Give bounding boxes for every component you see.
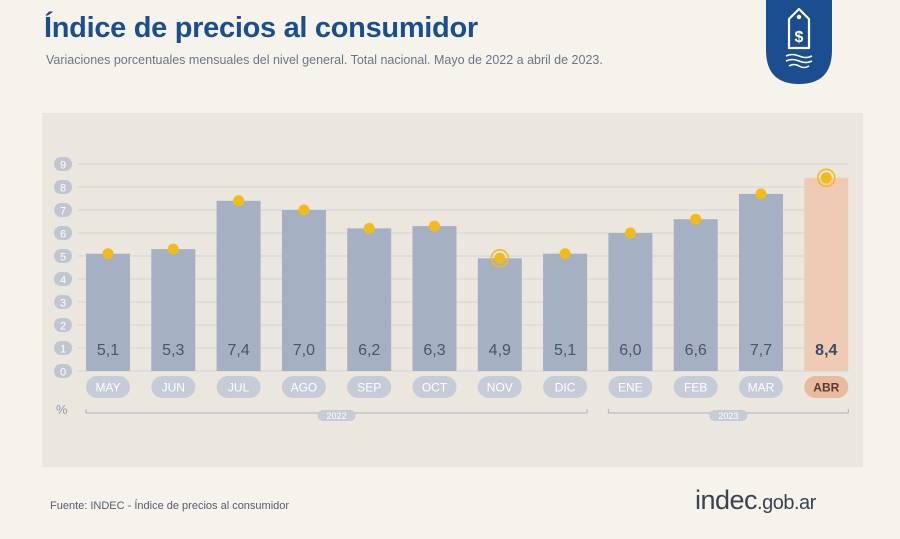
bar — [673, 219, 718, 371]
y-tick-pill — [54, 157, 72, 171]
month-label: ENE — [618, 381, 643, 395]
month-label: DIC — [555, 381, 576, 395]
bar-chart: 0 1 2 3 4 5 6 7 8 9 5,1 MAY 5,3 JUN 7,4 JUL 7,0 AGO 6,2 SEP… — [54, 157, 849, 421]
bar — [739, 193, 783, 371]
y-tick-label: 9 — [60, 160, 66, 172]
month-label: OCT — [422, 381, 448, 395]
data-point — [429, 220, 440, 232]
month-pill — [347, 376, 392, 398]
chart-panel: 0 1 2 3 4 5 6 7 8 9 5,1 MAY 5,3 JUN 7,4 JUL 7,0 AGO 6,2 SEP… — [42, 113, 863, 467]
y-tick-label: 0 — [60, 367, 66, 379]
svg-text:$: $ — [795, 29, 804, 46]
value-label: 5,1 — [554, 342, 576, 359]
y-tick-pill — [54, 226, 72, 240]
bar — [86, 253, 130, 371]
year-pill — [709, 410, 748, 421]
value-label: 6,0 — [619, 342, 641, 359]
data-point-ring — [816, 168, 836, 188]
data-point — [233, 195, 245, 207]
y-tick-label: 3 — [60, 298, 66, 310]
data-point — [755, 188, 767, 200]
y-tick-pill — [54, 341, 72, 355]
bar — [412, 226, 457, 371]
data-point — [167, 243, 179, 255]
month-pill — [477, 376, 522, 398]
bar — [477, 258, 522, 371]
bar — [543, 253, 588, 371]
value-label: 7,0 — [293, 342, 315, 359]
data-point-ring — [490, 249, 510, 268]
y-tick-label: 7 — [60, 206, 66, 218]
bar — [281, 210, 326, 371]
y-tick-pill — [54, 180, 72, 194]
month-label: JUN — [162, 381, 185, 395]
data-point — [559, 248, 571, 260]
price-tag-icon: $ — [766, 0, 832, 84]
y-tick-label: 4 — [60, 275, 66, 287]
year-pill — [317, 410, 356, 421]
value-label: 7,7 — [750, 342, 772, 359]
bar — [347, 228, 392, 371]
month-label: AGO — [291, 381, 318, 395]
y-tick-pill — [54, 272, 72, 286]
data-point — [820, 172, 832, 184]
data-point — [494, 252, 506, 264]
y-tick-pill — [54, 318, 72, 332]
month-label: JUL — [228, 381, 250, 395]
y-tick-pill — [54, 364, 72, 378]
bar — [151, 249, 196, 371]
y-tick-pill — [54, 249, 72, 263]
bar — [216, 200, 261, 371]
month-pill — [804, 376, 849, 398]
y-tick-label: 2 — [60, 321, 66, 333]
month-pill — [543, 376, 588, 398]
page-title: Índice de precios al consumidor — [44, 12, 478, 44]
y-tick-label: 5 — [60, 252, 66, 264]
bar — [608, 233, 653, 371]
year-label: 2022 — [327, 411, 347, 421]
month-label: ABR — [813, 381, 839, 395]
value-label: 5,3 — [162, 342, 184, 359]
page-subtitle: Variaciones porcentuales mensuales del n… — [46, 53, 603, 67]
data-point — [690, 213, 702, 225]
month-pill — [739, 376, 783, 398]
data-point — [363, 222, 375, 234]
y-tick-pill — [54, 203, 72, 217]
month-pill — [673, 376, 718, 398]
month-pill — [608, 376, 653, 398]
data-point — [298, 204, 310, 216]
indec-logo[interactable]: indec.gob.ar — [695, 485, 816, 516]
month-pill — [86, 376, 130, 398]
month-label: SEP — [357, 381, 381, 395]
month-pill — [412, 376, 457, 398]
unit-label: % — [56, 402, 68, 417]
logo-main: indec — [695, 485, 758, 515]
value-label: 8,4 — [815, 342, 837, 359]
data-point — [102, 248, 114, 260]
month-pill — [281, 376, 326, 398]
value-label: 4,9 — [489, 342, 511, 359]
y-tick-label: 1 — [60, 344, 66, 356]
value-label: 6,3 — [423, 342, 445, 359]
source-note: Fuente: INDEC - Índice de precios al con… — [50, 500, 290, 512]
month-label: MAR — [748, 381, 775, 395]
month-pill — [216, 376, 261, 398]
month-pill — [151, 376, 196, 398]
value-label: 5,1 — [97, 342, 119, 359]
value-label: 6,2 — [358, 342, 380, 359]
month-label: FEB — [684, 381, 707, 395]
data-point — [624, 227, 636, 239]
y-tick-pill — [54, 295, 72, 309]
month-label: MAY — [95, 381, 120, 395]
y-tick-label: 8 — [60, 183, 66, 195]
value-label: 6,6 — [685, 342, 707, 359]
value-label: 7,4 — [227, 342, 249, 359]
y-tick-label: 6 — [60, 229, 66, 241]
logo-domain: .gob.ar — [757, 492, 816, 514]
month-label: NOV — [487, 381, 513, 395]
bar — [804, 177, 849, 371]
year-label: 2023 — [718, 411, 738, 421]
